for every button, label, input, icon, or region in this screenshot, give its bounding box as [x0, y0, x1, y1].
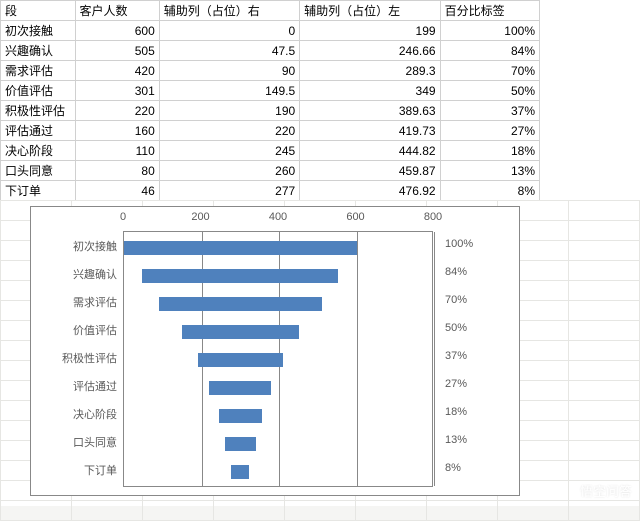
table-cell: 80: [75, 161, 159, 181]
table-cell: 47.5: [159, 41, 299, 61]
chart-category-label: 初次接触: [73, 238, 117, 254]
table-cell: 199: [300, 21, 440, 41]
table-row: 需求评估42090289.370%: [1, 61, 540, 81]
chart-percent-label: 70%: [445, 294, 467, 306]
table-row: 价值评估301149.534950%: [1, 81, 540, 101]
chart-bar: [209, 381, 271, 395]
chart-category-label: 评估通过: [73, 378, 117, 394]
table-cell: 70%: [440, 61, 539, 81]
table-cell: 476.92: [300, 181, 440, 201]
table-cell: 220: [75, 101, 159, 121]
chart-percent-label: 27%: [445, 378, 467, 390]
table-cell: 决心阶段: [1, 141, 76, 161]
col-header: 客户人数: [75, 1, 159, 21]
chart-category-label: 需求评估: [73, 294, 117, 310]
data-table: 段客户人数辅助列（占位）右辅助列（占位）左百分比标签 初次接触600019910…: [0, 0, 540, 201]
table-cell: 419.73: [300, 121, 440, 141]
table-cell: 90: [159, 61, 299, 81]
chart-bar: [124, 241, 357, 255]
table-cell: 190: [159, 101, 299, 121]
table-cell: 245: [159, 141, 299, 161]
col-header: 百分比标签: [440, 1, 539, 21]
chart-category-label: 积极性评估: [62, 350, 117, 366]
table-cell: 301: [75, 81, 159, 101]
chart-bar: [219, 409, 262, 423]
spreadsheet-sheet: 段客户人数辅助列（占位）右辅助列（占位）左百分比标签 初次接触600019910…: [0, 0, 640, 506]
table-row: 下订单46277476.928%: [1, 181, 540, 201]
table-cell: 价值评估: [1, 81, 76, 101]
table-cell: 420: [75, 61, 159, 81]
chart-tick-label: 200: [191, 211, 209, 223]
chart-gridline: [357, 232, 358, 486]
chart-tick-label: 400: [269, 211, 287, 223]
chart-bar: [231, 465, 249, 479]
table-cell: 149.5: [159, 81, 299, 101]
chart-plot-area: [123, 231, 433, 487]
table-cell: 459.87: [300, 161, 440, 181]
table-cell: 444.82: [300, 141, 440, 161]
chart-percent-label: 50%: [445, 322, 467, 334]
table-cell: 160: [75, 121, 159, 141]
table-cell: 8%: [440, 181, 539, 201]
table-cell: 260: [159, 161, 299, 181]
chart-tick-label: 800: [424, 211, 442, 223]
chart-tick-label: 0: [120, 211, 126, 223]
table-cell: 46: [75, 181, 159, 201]
chart-gridline: [434, 232, 435, 486]
table-cell: 84%: [440, 41, 539, 61]
table-cell: 初次接触: [1, 21, 76, 41]
table-cell: 389.63: [300, 101, 440, 121]
table-cell: 100%: [440, 21, 539, 41]
table-row: 积极性评估220190389.6337%: [1, 101, 540, 121]
table-cell: 27%: [440, 121, 539, 141]
chart-percent-label: 84%: [445, 266, 467, 278]
table-row: 兴趣确认50547.5246.6684%: [1, 41, 540, 61]
chart-category-label: 口头同意: [73, 434, 117, 450]
chart-tick-label: 600: [346, 211, 364, 223]
col-header: 段: [1, 1, 76, 21]
chart-percent-label: 37%: [445, 350, 467, 362]
table-cell: 110: [75, 141, 159, 161]
table-row: 初次接触6000199100%: [1, 21, 540, 41]
table-cell: 兴趣确认: [1, 41, 76, 61]
table-cell: 50%: [440, 81, 539, 101]
table-cell: 0: [159, 21, 299, 41]
table-cell: 需求评估: [1, 61, 76, 81]
chart-bar: [182, 325, 299, 339]
chart-bar: [142, 269, 338, 283]
chart-category-label: 兴趣确认: [73, 266, 117, 282]
chart-percent-label: 8%: [445, 462, 461, 474]
table-cell: 289.3: [300, 61, 440, 81]
col-header: 辅助列（占位）右: [159, 1, 299, 21]
table-header-row: 段客户人数辅助列（占位）右辅助列（占位）左百分比标签: [1, 1, 540, 21]
chart-category-label: 价值评估: [73, 322, 117, 338]
table-cell: 505: [75, 41, 159, 61]
table-row: 口头同意80260459.8713%: [1, 161, 540, 181]
table-row: 决心阶段110245444.8218%: [1, 141, 540, 161]
chart-percent-label: 18%: [445, 406, 467, 418]
table-cell: 18%: [440, 141, 539, 161]
table-cell: 13%: [440, 161, 539, 181]
chart-category-label: 下订单: [84, 462, 117, 478]
table-cell: 下订单: [1, 181, 76, 201]
table-cell: 246.66: [300, 41, 440, 61]
table-cell: 评估通过: [1, 121, 76, 141]
chart-category-label: 决心阶段: [73, 406, 117, 422]
funnel-chart: 0 200 400 600 800 初次接触兴趣确认需求评估价值评估积极性评估评估通过决…: [30, 206, 520, 496]
table-cell: 277: [159, 181, 299, 201]
watermark: 悟空问答: [580, 481, 632, 500]
chart-bar: [198, 353, 283, 367]
chart-bar: [159, 297, 322, 311]
table-cell: 220: [159, 121, 299, 141]
table-cell: 349: [300, 81, 440, 101]
table-cell: 37%: [440, 101, 539, 121]
table-cell: 口头同意: [1, 161, 76, 181]
table-cell: 600: [75, 21, 159, 41]
table-cell: 积极性评估: [1, 101, 76, 121]
col-header: 辅助列（占位）左: [300, 1, 440, 21]
table-row: 评估通过160220419.7327%: [1, 121, 540, 141]
chart-percent-label: 100%: [445, 238, 473, 250]
chart-bar: [225, 437, 256, 451]
chart-percent-label: 13%: [445, 434, 467, 446]
